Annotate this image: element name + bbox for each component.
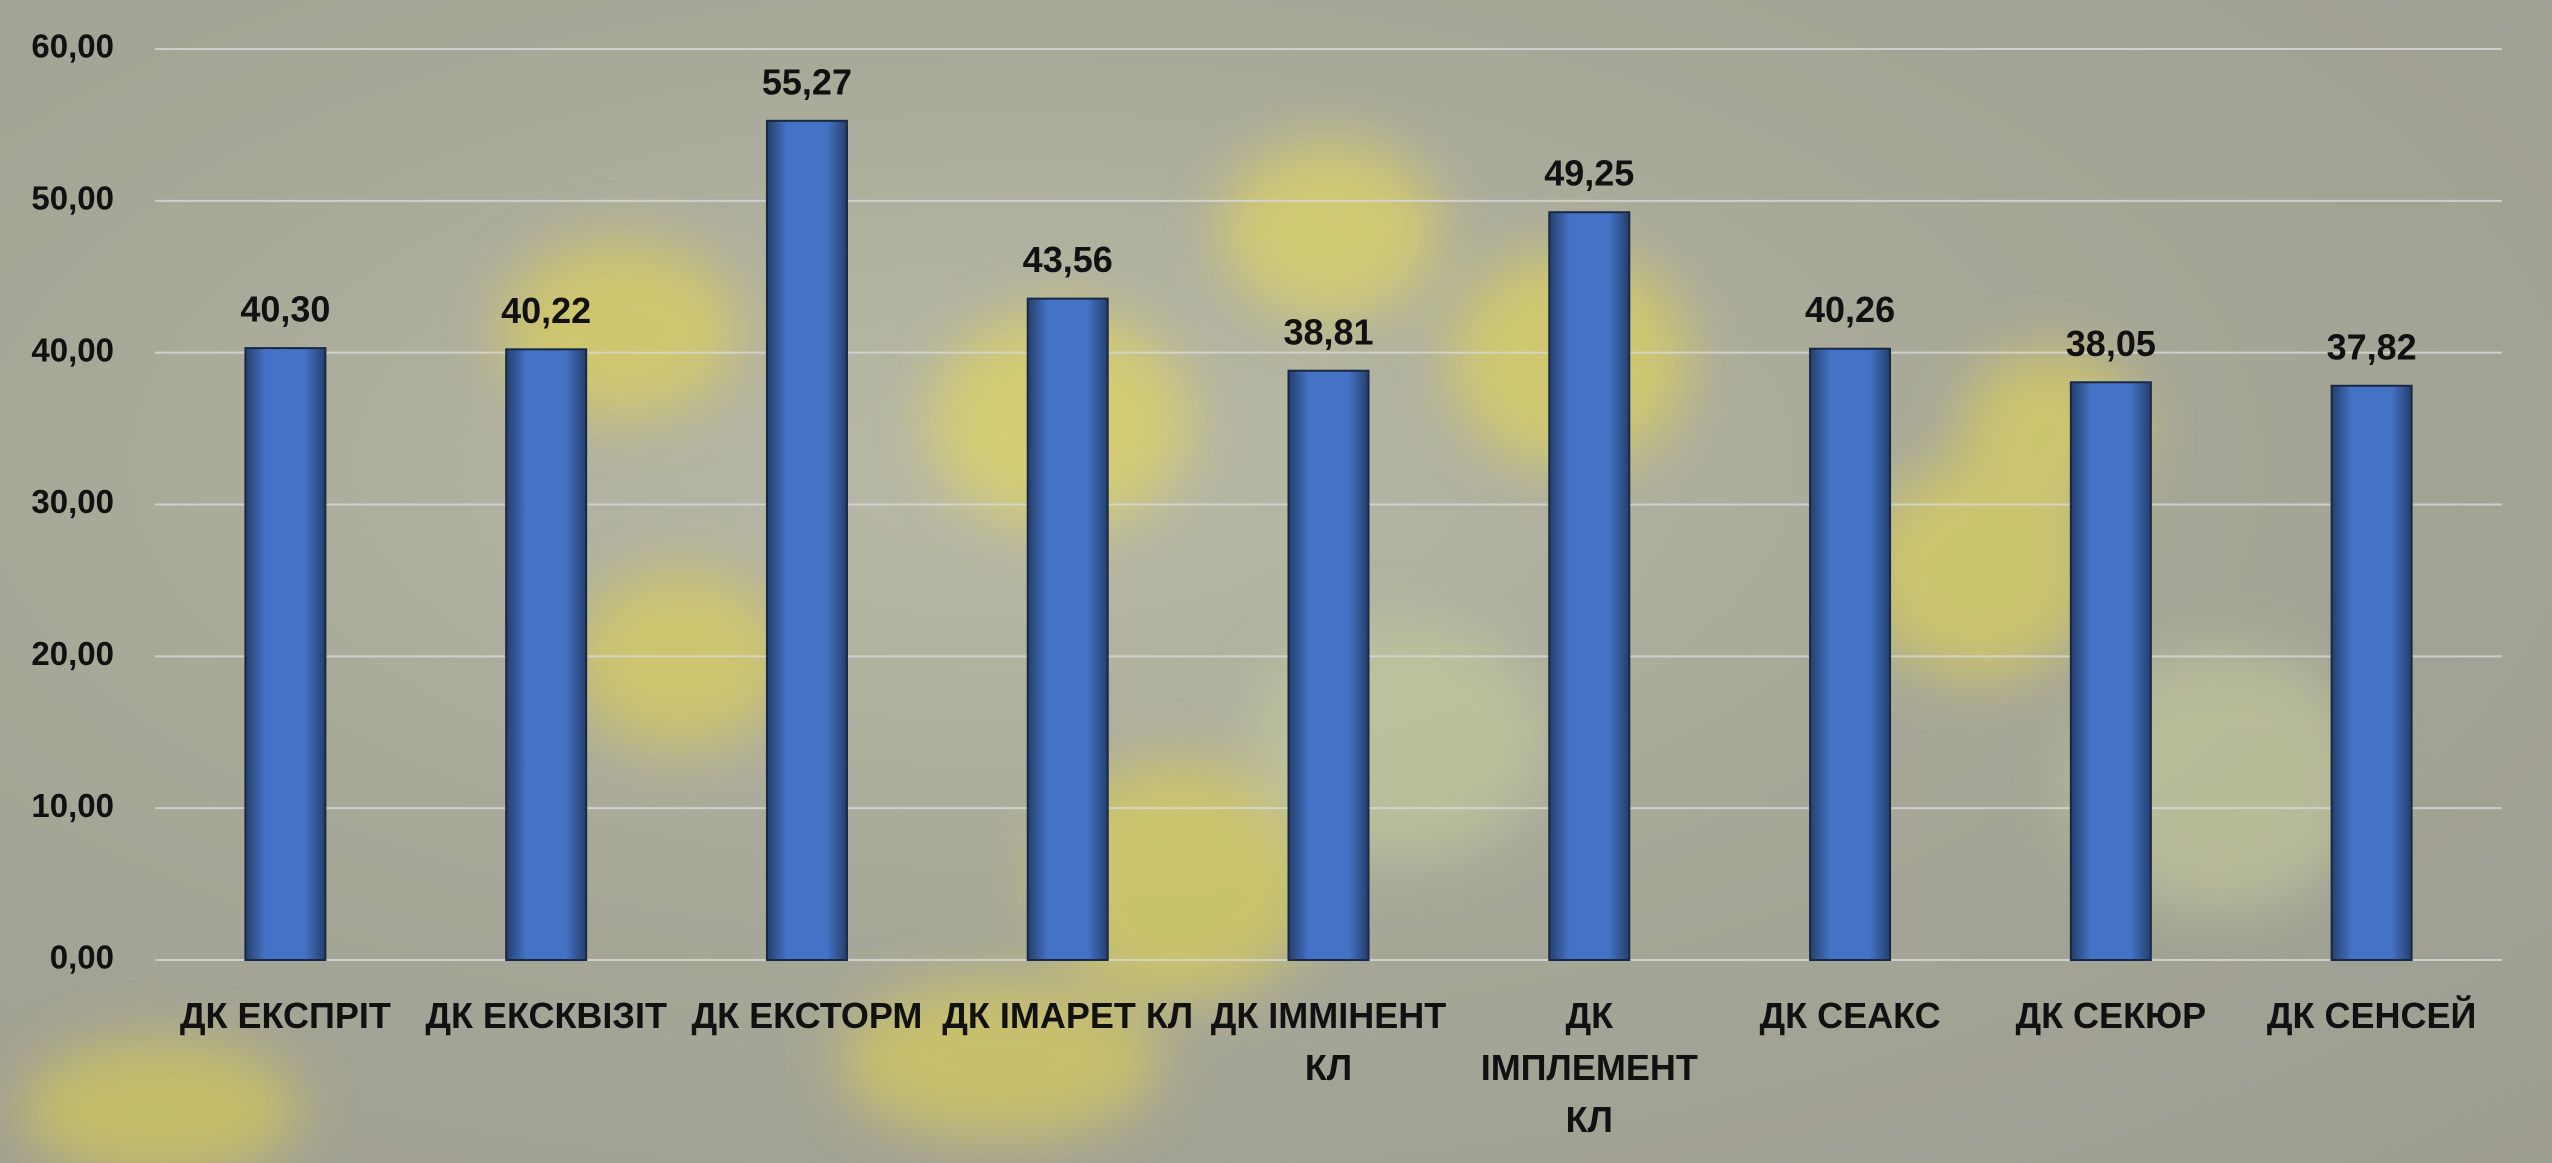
value-label: 43,56 <box>1023 239 1113 280</box>
x-tick-label: ДК ІММІНЕНТ КЛ <box>1210 995 1447 1088</box>
y-tick-label: 50,00 <box>31 180 114 217</box>
x-tick-label: ДК ЕКСТОРМ <box>691 995 923 1036</box>
x-tick-label: ДК СЕАКС <box>1759 995 1941 1036</box>
bar <box>2330 384 2413 961</box>
value-label: 38,81 <box>1283 311 1373 352</box>
y-tick-label: 60,00 <box>31 28 114 65</box>
x-tick-label: ДК ІМПЛЕМЕНТ КЛ <box>1480 995 1698 1140</box>
value-label: 40,30 <box>240 289 330 330</box>
y-tick-label: 40,00 <box>31 331 114 368</box>
y-tick-label: 30,00 <box>31 483 114 520</box>
value-label: 49,25 <box>1544 153 1634 194</box>
bar <box>244 347 327 961</box>
bar <box>1287 369 1370 961</box>
bar <box>1548 211 1631 962</box>
y-tick-label: 10,00 <box>31 787 114 824</box>
value-label: 40,26 <box>1805 289 1895 330</box>
bar <box>1026 297 1109 961</box>
x-tick-label: ДК ІМАРЕТ КЛ <box>942 995 1194 1036</box>
bar <box>1809 347 1892 961</box>
value-label: 40,22 <box>501 290 591 331</box>
x-tick-label: ДК ЕКСПРІТ <box>179 995 391 1036</box>
x-tick-label: ДК СЕНСЕЙ <box>2266 995 2477 1036</box>
bar <box>2069 381 2152 961</box>
bar <box>765 119 848 962</box>
x-tick-label: ДК ЕКСКВІЗІТ <box>425 995 667 1036</box>
value-label: 55,27 <box>762 61 852 102</box>
value-label: 37,82 <box>2327 326 2417 367</box>
y-tick-label: 20,00 <box>31 635 114 672</box>
x-tick-label: ДК СЕКЮР <box>2015 995 2207 1036</box>
bar <box>505 348 588 961</box>
value-label: 38,05 <box>2066 323 2156 364</box>
y-tick-label: 0,00 <box>50 939 114 976</box>
